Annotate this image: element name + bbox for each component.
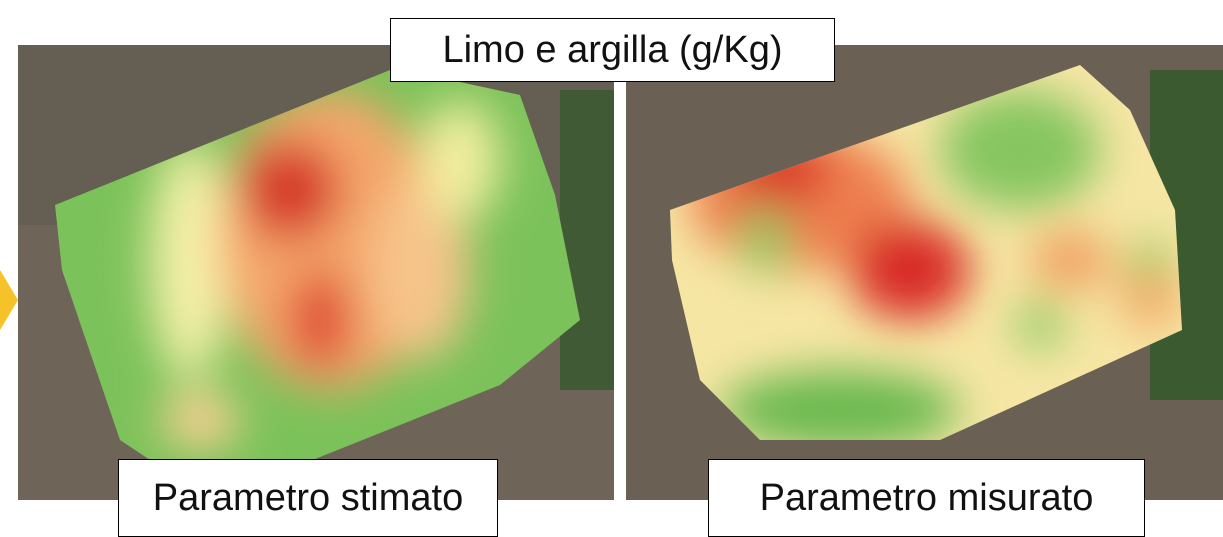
panel-label: Parametro misurato	[708, 459, 1145, 537]
page: Limo e argilla (g/Kg) Parametro stimato …	[0, 0, 1223, 537]
title: Limo e argilla (g/Kg)	[390, 18, 835, 82]
panel-label: Parametro stimato	[118, 459, 498, 537]
terrain	[560, 90, 614, 390]
arrow-marker	[0, 270, 18, 330]
